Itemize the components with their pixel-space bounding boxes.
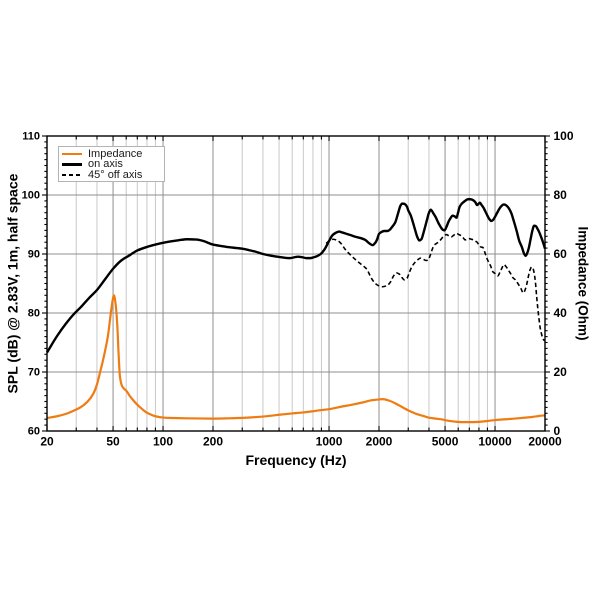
x-tick-label: 100 [153, 435, 173, 449]
x-tick-label: 1000 [316, 435, 343, 449]
y-tick-label-left: 100 [22, 190, 40, 202]
y-tick-label-right: 80 [554, 188, 568, 202]
legend-label-off-axis: 45° off axis [88, 168, 143, 181]
legend-swatch-impedance-line [62, 153, 82, 156]
x-tick-label: 2000 [366, 435, 393, 449]
y-tick-label-right: 100 [554, 129, 574, 143]
x-tick-label: 50 [106, 435, 120, 449]
legend: Impedance on axis 45° off axis [58, 146, 165, 182]
curves [45, 197, 547, 424]
y-tick-label-left: 70 [28, 367, 40, 379]
legend-label-impedance: Impedance [88, 148, 143, 160]
y-tick-label-right: 0 [554, 424, 561, 438]
y-tick-label-right: 20 [554, 365, 568, 379]
x-tick-label: 20 [40, 435, 54, 449]
x-tick-label: 20000 [528, 435, 562, 449]
grid-lines [47, 136, 545, 431]
y-tick-label-left: 80 [28, 308, 40, 320]
x-tick-label: 10000 [478, 435, 512, 449]
y-tick-label-right: 60 [554, 247, 568, 261]
legend-swatch-off-axis-dashed-line [62, 174, 82, 176]
curve-impedance [46, 294, 546, 424]
curve-45-off-axis [325, 232, 546, 342]
x-tick-label: 200 [203, 435, 223, 449]
y-tick-label-left: 90 [28, 249, 40, 261]
curve-on-axis [45, 197, 547, 354]
legend-label-on-axis: on axis [88, 158, 123, 171]
y-tick-label-left: 60 [28, 426, 40, 438]
y-axis-title-right: Impedance (Ohm) [575, 226, 590, 341]
axes-spines-ticks [42, 135, 550, 432]
legend-item-off-axis: 45° off axis [59, 168, 164, 181]
legend-swatch-on-axis-line [62, 163, 82, 166]
x-tick-label: 5000 [432, 435, 459, 449]
legend-item-impedance: Impedance [59, 148, 164, 160]
y-axis-title-left: SPL (dB) @ 2.83V, 1m, half space [4, 173, 20, 394]
y-tick-label-right: 40 [554, 306, 568, 320]
legend-item-on-axis: on axis [59, 158, 164, 171]
x-axis-title: Frequency (Hz) [245, 452, 347, 468]
tick-labels: 20 50 100 200 1000 2000 5000 10000 2000060708090… [22, 129, 574, 448]
y-tick-label-left: 110 [22, 131, 40, 143]
